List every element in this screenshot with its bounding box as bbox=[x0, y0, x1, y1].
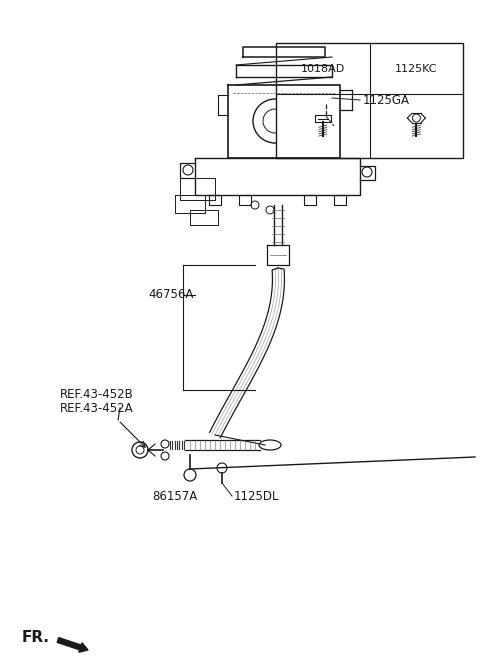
Bar bbox=[315, 115, 331, 122]
Text: FR.: FR. bbox=[22, 629, 50, 645]
Circle shape bbox=[253, 99, 297, 143]
Text: 86157A: 86157A bbox=[152, 489, 198, 503]
Circle shape bbox=[183, 165, 193, 175]
Text: 46756A: 46756A bbox=[148, 288, 193, 302]
Circle shape bbox=[132, 442, 148, 458]
Circle shape bbox=[251, 201, 259, 209]
Text: 1125GA: 1125GA bbox=[363, 93, 410, 106]
Circle shape bbox=[323, 95, 329, 101]
FancyArrow shape bbox=[57, 638, 88, 652]
Text: 1018AD: 1018AD bbox=[300, 64, 345, 74]
Circle shape bbox=[136, 446, 144, 454]
Circle shape bbox=[263, 109, 287, 133]
Circle shape bbox=[412, 114, 420, 122]
Text: REF.43-452A: REF.43-452A bbox=[60, 401, 133, 415]
Circle shape bbox=[184, 469, 196, 481]
Circle shape bbox=[161, 452, 169, 460]
Text: REF.43-452B: REF.43-452B bbox=[60, 388, 134, 401]
Circle shape bbox=[161, 440, 169, 448]
Bar bbox=[276, 43, 463, 158]
Text: 1125KC: 1125KC bbox=[395, 64, 438, 74]
Circle shape bbox=[320, 92, 332, 104]
Circle shape bbox=[266, 206, 274, 214]
Circle shape bbox=[217, 463, 227, 473]
Circle shape bbox=[362, 167, 372, 177]
Ellipse shape bbox=[259, 440, 281, 450]
Text: 1125DL: 1125DL bbox=[234, 489, 279, 503]
